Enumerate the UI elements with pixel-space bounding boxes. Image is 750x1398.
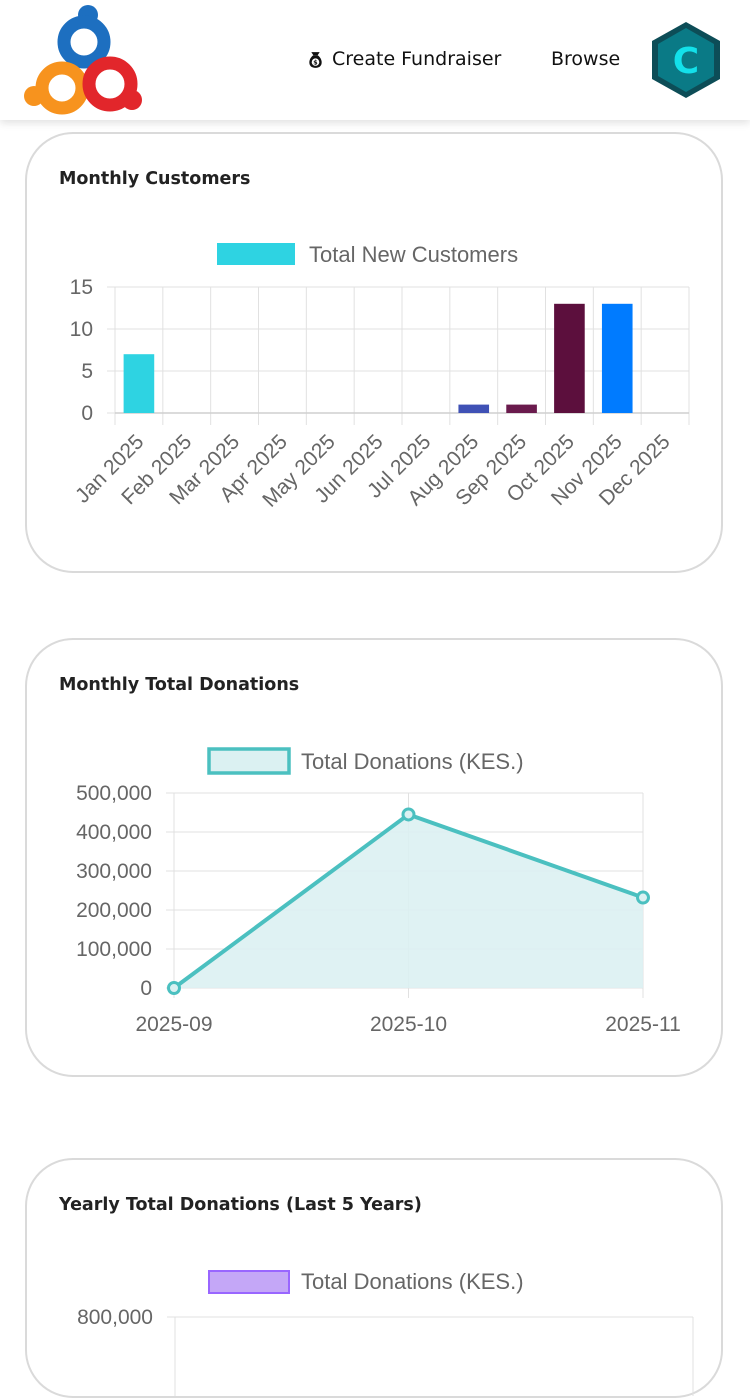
x-tick-label: 2025-09 xyxy=(135,1013,212,1036)
legend-swatch xyxy=(207,747,291,775)
legend-swatch xyxy=(217,243,295,265)
money-bag-icon: $ xyxy=(309,51,322,68)
y-tick-label: 15 xyxy=(70,276,93,299)
y-tick-label: 500,000 xyxy=(76,782,152,805)
browse-label: Browse xyxy=(551,48,621,70)
y-tick-label: 400,000 xyxy=(76,821,152,844)
user-avatar[interactable]: C xyxy=(650,20,722,100)
data-point xyxy=(636,890,650,905)
y-tick-label: 300,000 xyxy=(76,860,152,883)
y-tick-label: 10 xyxy=(70,318,93,341)
monthly-donations-title: Monthly Total Donations xyxy=(59,675,300,695)
yearly-donations-title: Yearly Total Donations (Last 5 Years) xyxy=(59,1195,422,1215)
create-fundraiser-label: Create Fundraiser xyxy=(332,48,502,70)
x-tick-label: 2025-10 xyxy=(370,1013,447,1036)
people-circle-logo-icon[interactable] xyxy=(22,4,146,116)
top-navbar: $ Create Fundraiser Browse C xyxy=(0,0,750,120)
area-fill xyxy=(174,814,643,988)
legend-label: Total Donations (KES.) xyxy=(301,1269,524,1294)
monthly-customers-title: Monthly Customers xyxy=(59,169,251,189)
bar xyxy=(458,404,490,413)
y-tick-label: 200,000 xyxy=(76,899,152,922)
create-fundraiser-link[interactable]: $ Create Fundraiser xyxy=(305,48,501,70)
monthly-donations-card: Monthly Total Donations Total Donations … xyxy=(25,638,723,1077)
browse-link[interactable]: Browse xyxy=(551,48,620,70)
monthly-donations-chart: Total Donations (KES.) 0 100,000 200,000 300… xyxy=(76,747,681,1036)
legend-swatch xyxy=(208,1270,290,1294)
monthly-customers-card: Monthly Customers Total New Customers 0 5 1… xyxy=(25,132,723,573)
svg-text:$: $ xyxy=(313,59,317,66)
bar xyxy=(601,303,633,413)
legend-label: Total New Customers xyxy=(309,242,518,267)
y-tick-label: 0 xyxy=(81,402,93,425)
data-point xyxy=(167,981,181,995)
data-point xyxy=(401,807,416,822)
x-tick-label: 2025-11 xyxy=(605,1013,681,1036)
bar xyxy=(123,354,155,413)
y-tick-label: 100,000 xyxy=(76,938,152,961)
yearly-donations-card: Yearly Total Donations (Last 5 Years) To… xyxy=(25,1158,723,1398)
bar xyxy=(554,303,585,413)
legend-label: Total Donations (KES.) xyxy=(301,749,524,774)
bar xyxy=(506,404,537,413)
y-tick-label: 5 xyxy=(81,360,93,383)
yearly-donations-chart: Total Donations (KES.) 800,000 xyxy=(77,1269,694,1396)
y-tick-label: 800,000 xyxy=(77,1306,153,1329)
avatar-letter: C xyxy=(673,41,699,82)
y-tick-label: 0 xyxy=(140,977,152,1000)
